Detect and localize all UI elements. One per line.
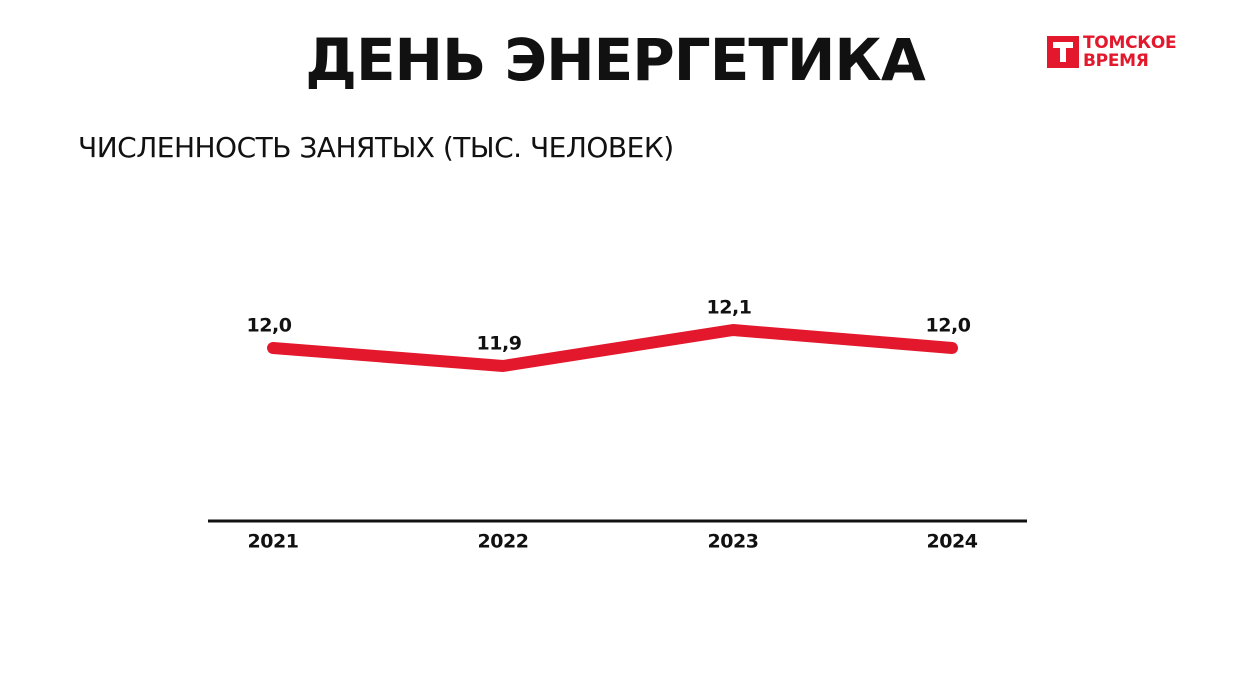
chart-subtitle: ЧИСЛЕННОСТЬ ЗАНЯТЫХ (ТЫС. ЧЕЛОВЕК) (78, 131, 674, 164)
x-tick-label: 2023 (708, 531, 759, 553)
x-tick-label: 2021 (248, 531, 299, 553)
chart-title: ДЕНЬ ЭНЕРГЕТИКА (305, 26, 926, 94)
logo-icon-bar (1053, 42, 1073, 48)
logo-icon-stem (1060, 48, 1066, 62)
value-label: 12,0 (247, 315, 292, 337)
value-label: 12,0 (926, 315, 971, 337)
data-line (267, 324, 958, 372)
value-label: 12,1 (707, 297, 752, 319)
value-label: 11,9 (477, 333, 522, 355)
logo: ТОМСКОЕ ВРЕМЯ (1047, 33, 1177, 71)
x-tick-label: 2022 (478, 531, 529, 553)
x-tick-label: 2024 (927, 531, 978, 553)
logo-text: ВРЕМЯ (1083, 51, 1149, 71)
logo-text: ТОМСКОЕ (1083, 33, 1176, 53)
